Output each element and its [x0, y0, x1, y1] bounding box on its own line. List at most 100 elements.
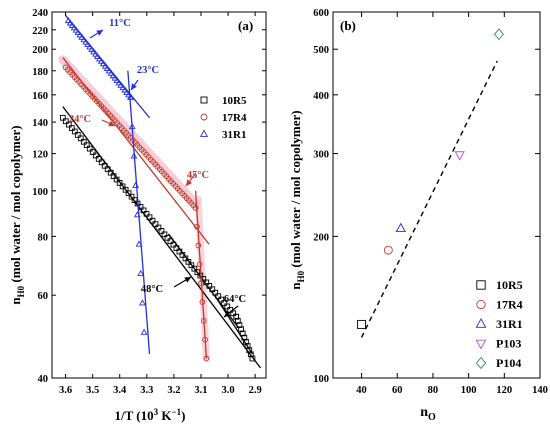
data-point-P104	[493, 28, 504, 41]
fit-line-10R5	[213, 294, 254, 355]
panel-a-x-tick-label: 3.6	[59, 385, 72, 396]
data-point-10R5	[230, 310, 237, 317]
data-point-10R5	[234, 318, 241, 324]
panel-a-y-tick-labels: 40 60 80 100 120 140 160 180 200 220 240	[32, 8, 266, 385]
data-point-10R5	[71, 128, 78, 135]
panel-b-x-tick-label: 120	[496, 385, 512, 396]
panel-a-chart: 11°C 23°C 24°C 45°C 48°C 64°C 40 60 80 100 120 140…	[8, 8, 267, 423]
data-point-31R1	[395, 222, 406, 233]
fit-line-31R1	[65, 15, 151, 119]
panel-b-y-axis-label: nH0 (mol water / mol copolymer)	[288, 110, 306, 289]
panel-a-x-tick-label: 3.1	[194, 385, 207, 396]
legend-marker-31R1	[199, 129, 209, 137]
data-point-10R5	[161, 231, 168, 238]
legend-label-17R4: 17R4	[496, 298, 523, 312]
legend-label-10R5: 10R5	[496, 278, 523, 292]
panel-a-label: (a)	[238, 18, 253, 33]
panel-a-y-tick-label: 200	[32, 45, 48, 56]
panel-b-y-tick-label: 200	[313, 232, 329, 243]
fit-line-10R5	[62, 106, 262, 369]
annotation-label: 24°C	[69, 114, 91, 125]
panel-a-y-tick-label: 60	[38, 291, 49, 302]
data-point-31R1	[137, 269, 145, 277]
data-point-10R5	[167, 238, 174, 245]
data-point-10R5	[233, 313, 240, 320]
legend-marker-10R5	[200, 96, 208, 104]
panel-a-x-axis-label: 1/T (103 K−1)	[115, 407, 186, 423]
data-point-10R5	[65, 121, 72, 128]
panel-a-y-tick-label: 120	[32, 150, 48, 161]
data-point-10R5	[122, 186, 129, 193]
panel-a-y-tick-label: 180	[32, 67, 48, 78]
data-point-10R5	[125, 190, 132, 197]
fit-line-17R4	[62, 57, 210, 245]
data-point-10R5	[158, 228, 165, 234]
annotation-label: 48°C	[141, 284, 163, 295]
panel-a-y-tick-label: 240	[32, 8, 48, 19]
panel-a-x-tick-labels: 3.6 3.5 3.4 3.3 3.2 3.1 3.0 2.9	[59, 12, 262, 396]
legend-label-P104: P104	[496, 356, 521, 370]
data-point-10R5	[59, 114, 66, 121]
data-point-10R5	[218, 296, 225, 303]
panel-a-y-tick-label: 160	[32, 91, 48, 102]
data-point-31R1	[135, 240, 143, 247]
panel-a-y-tick-label: 100	[32, 187, 48, 198]
legend-marker-10R5	[476, 280, 486, 290]
panel-b-x-tick-label: 40	[356, 385, 367, 396]
panel-a-x-tick-label: 3.3	[140, 385, 153, 396]
data-point-10R5	[188, 262, 195, 269]
data-point-P103	[454, 151, 465, 161]
data-point-31R1	[132, 181, 140, 188]
data-point-10R5	[155, 224, 162, 231]
panel-b-label: (b)	[340, 18, 356, 33]
legend-marker-P103	[475, 339, 487, 350]
annotation-arrowhead	[186, 179, 193, 186]
highlight-band-17R4	[58, 55, 201, 208]
annotation-arrowhead	[108, 120, 115, 127]
data-point-17R4	[383, 245, 393, 255]
data-point-10R5	[238, 326, 244, 333]
legend-label-31R1: 31R1	[496, 317, 523, 331]
data-point-10R5	[89, 149, 96, 155]
data-point-10R5	[98, 159, 105, 166]
panel-b-y-tick-label: 600	[313, 8, 329, 19]
annotation-arrowhead	[131, 83, 137, 90]
legend-label-17R4: 17R4	[222, 112, 247, 124]
panel-a-x-tick-label: 3.4	[113, 385, 127, 396]
panel-a-x-tick-label: 3.5	[86, 385, 99, 396]
data-point-10R5	[83, 142, 90, 149]
data-point-10R5	[119, 183, 126, 190]
panel-b-x-tick-label: 100	[461, 385, 477, 396]
panel-b-data-layer	[357, 28, 504, 338]
panel-b-x-tick-label: 80	[428, 385, 439, 396]
data-point-10R5	[77, 135, 84, 142]
annotation-arrowhead	[224, 310, 231, 317]
annotation-arrowhead	[184, 277, 191, 283]
annotation-label: 45°C	[187, 170, 209, 181]
panel-a-y-tick-label: 40	[38, 374, 49, 385]
panel-a-x-tick-label: 3.0	[222, 385, 235, 396]
data-point-10R5	[116, 180, 123, 186]
panel-a-plot-frame	[51, 11, 267, 379]
data-point-10R5	[149, 217, 156, 224]
data-point-31R1	[140, 328, 148, 335]
panel-b-legend: 10R5 17R4 31R1 P103 P104	[475, 278, 523, 370]
legend-label-10R5: 10R5	[222, 95, 247, 107]
legend-label-P103: P103	[496, 337, 521, 351]
legend-marker-P104	[475, 356, 487, 370]
data-point-10R5	[221, 300, 228, 306]
panel-a-legend: 10R5 17R4 31R1	[199, 95, 247, 141]
annotation-arrowhead	[96, 30, 103, 36]
legend-label-31R1: 31R1	[222, 129, 246, 141]
data-point-10R5	[80, 138, 87, 145]
panel-a-y-axis-label: nH0 (mol water / mol copolymer)	[8, 125, 26, 304]
data-point-10R5	[164, 234, 171, 241]
panel-b-y-tick-labels: 100 200 300 400 500 600	[313, 8, 540, 385]
data-point-10R5	[92, 152, 99, 159]
data-point-10R5	[224, 303, 231, 310]
data-point-10R5	[95, 156, 102, 162]
data-point-10R5	[62, 118, 69, 125]
panel-a-y-tick-label: 80	[38, 232, 49, 243]
panel-b-y-tick-label: 400	[313, 91, 329, 102]
